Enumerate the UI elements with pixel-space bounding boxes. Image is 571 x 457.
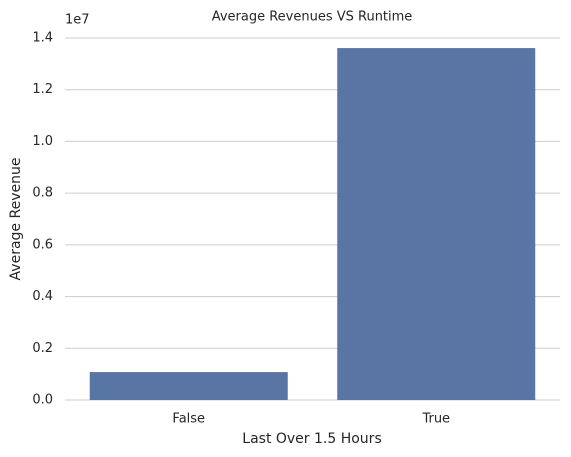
y-tick-label: 1.4 — [32, 31, 53, 46]
y-axis-label: Average Revenue — [8, 158, 24, 281]
bar — [337, 48, 536, 400]
y-offset-label: 1e7 — [65, 13, 90, 28]
x-tick-label: False — [172, 412, 205, 427]
y-tick-label: 0.4 — [32, 289, 53, 304]
y-tick-label: 0.8 — [32, 186, 53, 201]
chart-title: Average Revenues VS Runtime — [212, 10, 413, 25]
x-axis-label: Last Over 1.5 Hours — [242, 431, 381, 447]
x-tick-label: True — [421, 412, 450, 427]
bar — [89, 372, 288, 400]
y-tick-label: 0.2 — [32, 341, 53, 356]
y-tick-label: 0.6 — [32, 237, 53, 252]
y-tick-label: 0.0 — [32, 393, 53, 408]
y-tick-label: 1.2 — [32, 82, 53, 97]
y-tick-label: 1.0 — [32, 134, 53, 149]
